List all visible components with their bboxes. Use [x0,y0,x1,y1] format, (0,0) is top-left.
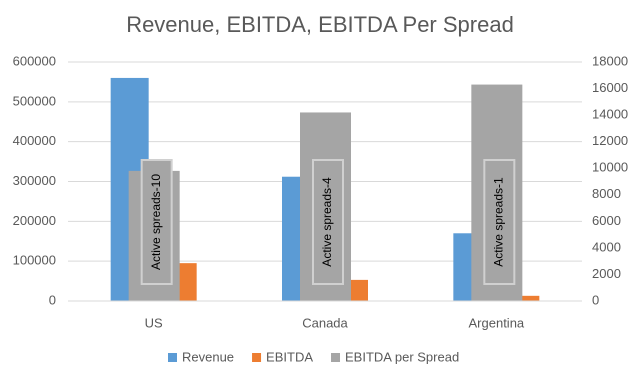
annotation-box [312,159,344,285]
legend-swatch [331,353,341,362]
annotation: Active spreads-10 [149,174,163,270]
x-tick-label: US [145,315,163,330]
legend-swatch [252,353,262,362]
y2-tick-label: 14000 [592,107,628,122]
y-tick-label: 300000 [13,173,56,188]
y-tick-label: 500000 [13,93,56,108]
y2-tick-label: 10000 [592,160,628,175]
y2-tick-label: 2000 [592,266,621,281]
legend-label: Revenue [182,349,234,364]
y-tick-label: 100000 [13,253,56,268]
annotation-box [140,159,173,285]
annotation-box [483,159,516,285]
y-tick-label: 600000 [13,53,56,68]
legend-swatch [168,353,177,362]
y2-tick-label: 18000 [592,53,628,68]
x-tick-label: Argentina [469,315,525,330]
annotation: Active spreads-4 [320,177,334,267]
x-tick-label: Canada [302,315,348,330]
chart-title: Revenue, EBITDA, EBITDA Per Spread [126,12,514,37]
y2-tick-label: 12000 [592,133,628,148]
y-tick-label: 200000 [13,213,56,228]
legend-label: EBITDA [266,349,313,364]
y2-tick-label: 0 [592,292,599,307]
y2-tick-label: 8000 [592,186,621,201]
y2-tick-label: 6000 [592,213,621,228]
y-tick-label: 400000 [13,133,56,148]
legend-label: EBITDA per Spread [345,349,459,364]
annotation: Active spreads-1 [492,177,506,267]
y-tick-label: 0 [49,292,56,307]
y2-tick-label: 16000 [592,80,628,95]
y2-tick-label: 4000 [592,239,621,254]
